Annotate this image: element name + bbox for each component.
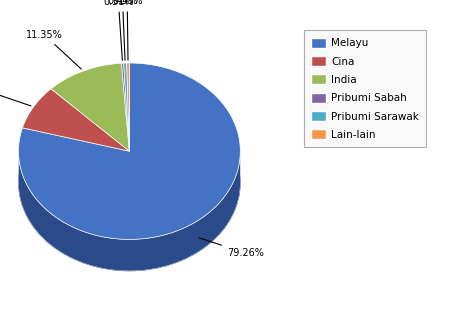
Polygon shape xyxy=(121,63,129,151)
Text: 0.39%: 0.39% xyxy=(112,0,143,60)
Ellipse shape xyxy=(18,94,240,271)
Text: 79.26%: 79.26% xyxy=(199,238,264,258)
Polygon shape xyxy=(51,63,129,151)
Legend: Melayu, Cina, India, Pribumi Sabah, Pribumi Sarawak, Lain-lain: Melayu, Cina, India, Pribumi Sabah, Prib… xyxy=(304,31,426,147)
Polygon shape xyxy=(18,63,240,239)
Text: 0.44%: 0.44% xyxy=(107,0,138,60)
Polygon shape xyxy=(22,89,129,151)
Polygon shape xyxy=(18,152,240,271)
Text: 8.24%: 8.24% xyxy=(0,82,31,106)
Polygon shape xyxy=(127,63,129,151)
Text: 0.31%: 0.31% xyxy=(103,0,134,60)
Polygon shape xyxy=(124,63,129,151)
Text: 11.35%: 11.35% xyxy=(26,30,82,69)
